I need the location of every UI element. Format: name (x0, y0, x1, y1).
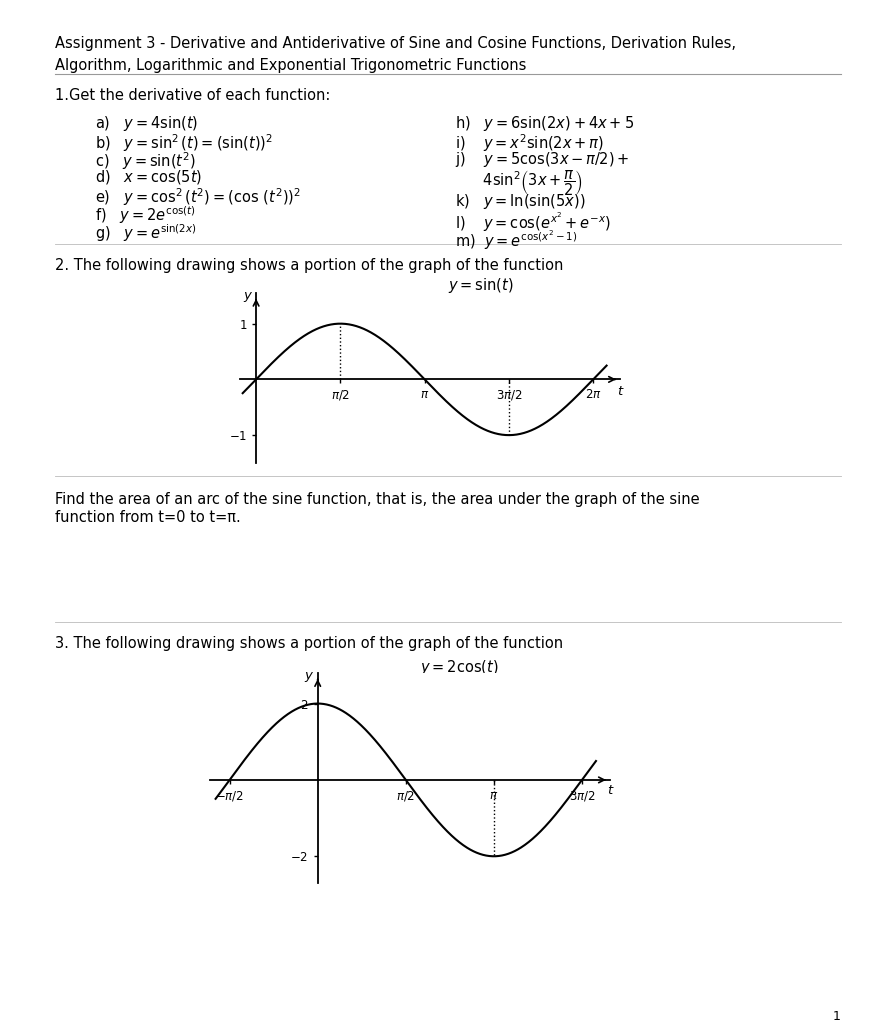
Text: g)   $y = e^{\sin(2x)}$: g) $y = e^{\sin(2x)}$ (95, 222, 196, 244)
Text: $y$: $y$ (304, 670, 314, 684)
Text: $4\sin^2\!\left(3x + \dfrac{\pi}{2}\right)$: $4\sin^2\!\left(3x + \dfrac{\pi}{2}\righ… (455, 168, 583, 198)
Text: 3. The following drawing shows a portion of the graph of the function: 3. The following drawing shows a portion… (55, 636, 563, 651)
Text: function from t=0 to t=π.: function from t=0 to t=π. (55, 510, 241, 525)
Text: c)   $y = \sin(t^2)$: c) $y = \sin(t^2)$ (95, 150, 196, 172)
Text: d)   $x = \cos(5t)$: d) $x = \cos(5t)$ (95, 168, 202, 186)
Text: e)   $y = \cos^2(t^2) = (\cos\,(t^2))^2$: e) $y = \cos^2(t^2) = (\cos\,(t^2))^2$ (95, 186, 301, 208)
Text: k)   $y = \ln(\sin(5x))$: k) $y = \ln(\sin(5x))$ (455, 193, 585, 211)
Text: $t$: $t$ (617, 385, 625, 398)
Text: i)    $y = x^2\sin(2x + \pi)$: i) $y = x^2\sin(2x + \pi)$ (455, 132, 604, 154)
Text: a)   $y = 4\sin(t)$: a) $y = 4\sin(t)$ (95, 114, 198, 133)
Text: f)   $y = 2e^{\cos(t)}$: f) $y = 2e^{\cos(t)}$ (95, 204, 195, 225)
Text: $y = 2\cos(t)$: $y = 2\cos(t)$ (420, 658, 499, 677)
Text: h)   $y = 6\sin(2x) + 4x + 5$: h) $y = 6\sin(2x) + 4x + 5$ (455, 114, 634, 133)
Text: $t$: $t$ (607, 784, 615, 798)
Text: $y$: $y$ (243, 290, 254, 304)
Text: b)   $y = \sin^2(t) = (\sin(t))^2$: b) $y = \sin^2(t) = (\sin(t))^2$ (95, 132, 273, 154)
Text: Assignment 3 - Derivative and Antiderivative of Sine and Cosine Functions, Deriv: Assignment 3 - Derivative and Antideriva… (55, 36, 736, 51)
Text: 2. The following drawing shows a portion of the graph of the function: 2. The following drawing shows a portion… (55, 258, 564, 273)
Text: Find the area of an arc of the sine function, that is, the area under the graph : Find the area of an arc of the sine func… (55, 492, 700, 507)
Text: j)    $y = 5\cos(3x - \pi/2) +$: j) $y = 5\cos(3x - \pi/2) +$ (455, 150, 630, 169)
Text: 1.Get the derivative of each function:: 1.Get the derivative of each function: (55, 88, 331, 103)
Text: Algorithm, Logarithmic and Exponential Trigonometric Functions: Algorithm, Logarithmic and Exponential T… (55, 58, 526, 73)
Text: $y = \sin(t)$: $y = \sin(t)$ (448, 276, 513, 295)
Text: 1: 1 (833, 1010, 841, 1023)
Text: m)  $y = e^{\cos(x^2-1)}$: m) $y = e^{\cos(x^2-1)}$ (455, 228, 577, 252)
Text: l)    $y = \cos(e^{x^2} + e^{-x})$: l) $y = \cos(e^{x^2} + e^{-x})$ (455, 210, 611, 233)
